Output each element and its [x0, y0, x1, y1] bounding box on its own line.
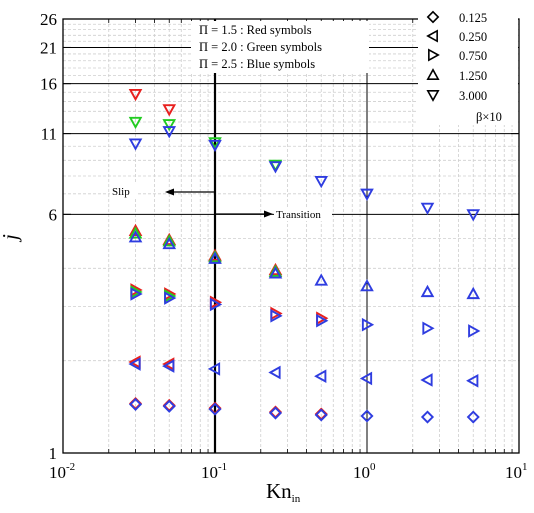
data-point-tri-left-blue [268, 365, 281, 380]
y-axis-label: j [0, 234, 22, 243]
data-point-tri-left-blue [162, 359, 175, 373]
transition-arrowhead [264, 210, 273, 218]
data-point-tri-right-blue [422, 321, 435, 336]
slip-arrowhead [165, 188, 174, 196]
data-point-diamond-blue [208, 402, 222, 416]
data-point-tri-up-blue [208, 251, 222, 264]
slip-label: Slip [112, 186, 130, 198]
x-tick-label: 10-1 [201, 461, 227, 482]
data-point-tri-right-blue [316, 313, 329, 328]
legend-marker-tri-right [428, 48, 440, 62]
data-point-tri-down-green [162, 119, 177, 132]
x-axis-label: Knin [266, 479, 301, 505]
data-point-tri-down-blue [162, 126, 177, 139]
data-point-diamond-blue [162, 399, 176, 413]
data-point-tri-up-blue [466, 286, 481, 300]
data-point-tri-right-blue [270, 309, 283, 323]
legend-marker-diamond [426, 10, 440, 24]
data-point-tri-up-blue [162, 236, 177, 250]
data-point-tri-left-blue [128, 357, 141, 371]
y-tick-label: 16 [40, 75, 57, 94]
data-point-diamond-blue [420, 410, 435, 424]
transition-label: Transition [276, 209, 321, 221]
data-point-tri-down-green [208, 137, 222, 150]
data-point-diamond-blue [128, 397, 143, 411]
pi-note-2: Π = 2.0 : Green symbols [199, 40, 322, 54]
marker-legend: 0.125 0.250 0.750 1.250 3.000 β×10 [418, 7, 518, 125]
y-tick-label: 11 [41, 125, 57, 144]
data-point-tri-down-blue [420, 202, 435, 215]
annotations: Π = 1.5 : Red symbols Π = 2.0 : Green sy… [110, 21, 369, 221]
data-points [128, 88, 481, 424]
legend-marker-tri-down [426, 90, 440, 102]
data-point-tri-up-green [128, 226, 143, 239]
x-tick-label: 10-2 [49, 461, 75, 482]
legend-label-0250: 0.250 [459, 30, 487, 44]
data-point-tri-up-blue [360, 278, 374, 292]
data-point-diamond-blue [314, 408, 328, 422]
legend-label-0750: 0.750 [459, 49, 487, 63]
y-tick-label: 1 [49, 444, 58, 463]
data-point-tri-up-blue [420, 284, 435, 298]
legend-box [418, 7, 518, 125]
legend-label-0125: 0.125 [459, 11, 487, 25]
data-point-tri-down-blue [466, 209, 481, 222]
y-tick-label: 26 [40, 10, 57, 29]
pi-note-1: Π = 1.5 : Red symbols [199, 23, 312, 37]
data-point-tri-down-blue [314, 175, 329, 189]
data-point-tri-left-blue [207, 362, 221, 376]
data-point-diamond-blue [466, 410, 480, 424]
data-point-tri-right-blue [130, 287, 143, 301]
x-tick-label: 100 [353, 461, 376, 482]
data-point-tri-up-blue [314, 273, 329, 286]
data-point-tri-left-blue [314, 369, 327, 384]
transition-label-bg [274, 207, 332, 221]
data-point-tri-down-blue [268, 161, 283, 174]
data-point-tri-down-red [128, 88, 143, 102]
slip-label-bg [110, 184, 136, 198]
pi-notes-box [191, 21, 369, 73]
data-point-tri-right-blue [209, 297, 223, 312]
legend-marker-tri-left [426, 29, 438, 43]
data-point-diamond-blue [268, 406, 283, 420]
pi-note-3: Π = 2.5 : Blue symbols [199, 57, 315, 71]
y-tick-label: 6 [49, 205, 58, 224]
plot-frame [62, 18, 520, 454]
x-tick-label: 101 [505, 461, 528, 482]
y-tick-label: 21 [40, 38, 57, 57]
legend-marker-tri-up [426, 68, 440, 80]
legend-label-3000: 3.000 [459, 89, 487, 103]
data-point-diamond-blue [360, 409, 374, 423]
data-point-tri-down-green [128, 116, 143, 130]
data-point-tri-down-blue [360, 188, 374, 201]
legend-title: β×10 [476, 110, 502, 124]
data-point-tri-up-blue [268, 266, 283, 279]
data-point-tri-down-blue [128, 138, 143, 151]
legend-label-1250: 1.250 [459, 69, 487, 83]
data-point-tri-left-blue [466, 373, 479, 388]
data-point-tri-right-blue [468, 324, 481, 338]
data-point-tri-up-red [128, 223, 143, 236]
data-point-tri-right-blue [361, 317, 375, 332]
data-point-tri-down-red [162, 104, 177, 117]
data-point-tri-right-blue [164, 291, 177, 305]
data-point-tri-up-blue [128, 230, 143, 243]
data-point-tri-left-blue [359, 371, 373, 386]
data-point-tri-up-green [162, 234, 177, 247]
data-point-tri-left-blue [420, 373, 433, 387]
x-tick-labels: 10-2 10-1 100 101 [49, 461, 528, 482]
data-point-tri-down-blue [208, 139, 222, 153]
